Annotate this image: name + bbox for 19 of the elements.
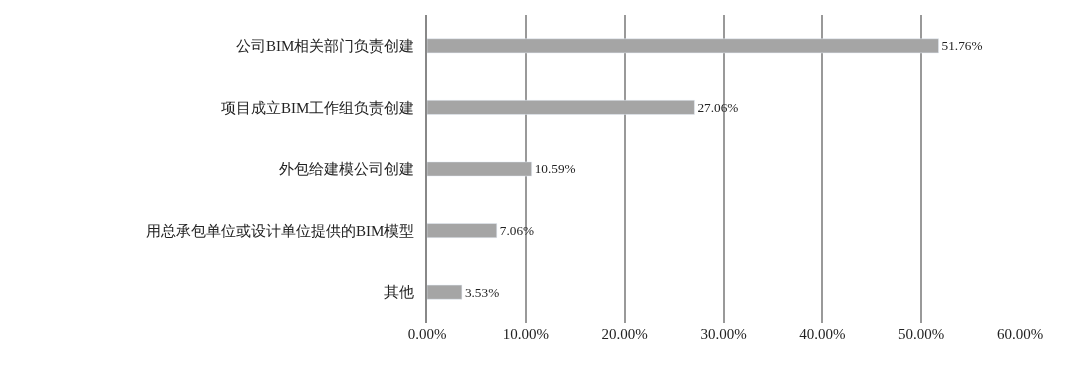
x-tick-label: 60.00%	[996, 326, 1044, 342]
x-tick-label: 10.00%	[502, 326, 549, 342]
bar	[427, 223, 498, 238]
x-tick-label: 50.00%	[898, 326, 945, 342]
data-label: 51.76%	[941, 38, 983, 54]
x-tick-label: 20.00%	[601, 326, 648, 342]
y-tick-label: 其他	[384, 284, 415, 301]
bar	[427, 284, 463, 300]
y-tick-label: 公司BIM相关部门负责创建	[235, 38, 415, 55]
data-label: 3.53%	[464, 284, 500, 300]
y-tick-label: 外包给建模公司创建	[279, 161, 415, 178]
x-tick-label: 0.00%	[407, 326, 447, 342]
x-tick-label: 40.00%	[799, 326, 846, 342]
x-tick-label: 30.00%	[700, 326, 747, 342]
y-tick-label: 项目成立BIM工作组负责创建	[220, 99, 415, 116]
data-label: 7.06%	[499, 223, 535, 239]
data-label: 10.59%	[534, 161, 576, 177]
data-label: 27.06%	[697, 99, 739, 115]
y-tick-label: 用总承包单位或设计单位提供的BIM模型	[145, 222, 415, 239]
